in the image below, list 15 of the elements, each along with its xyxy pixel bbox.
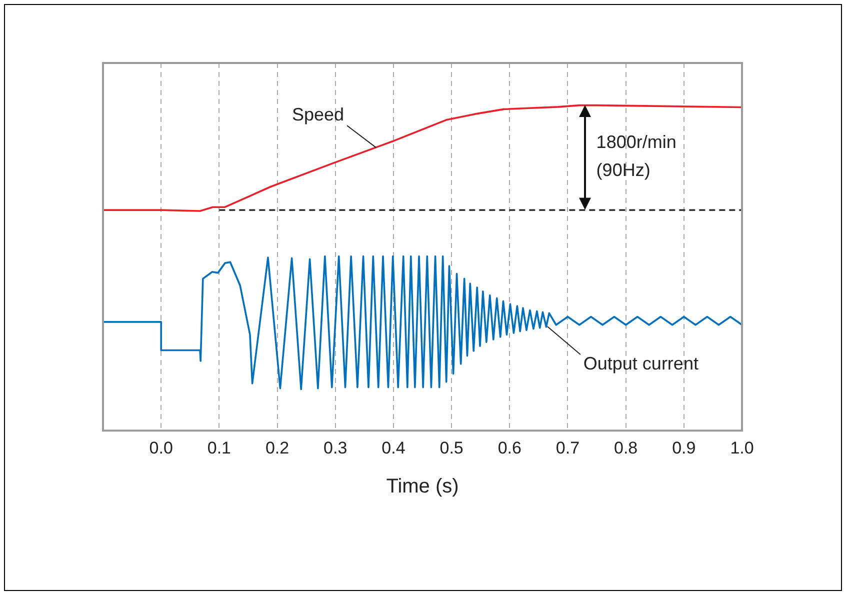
x-tick-label: 0.3: [324, 438, 348, 458]
annotation: 1800r/min (90Hz): [596, 132, 676, 180]
x-tick-label: 0.0: [149, 438, 173, 458]
x-tick-label: 0.9: [672, 438, 696, 458]
x-axis-title: Time (s): [386, 476, 459, 498]
annotation: Speed: [292, 104, 344, 125]
x-tick-label: 0.4: [382, 438, 406, 458]
annotation: Output current: [583, 353, 698, 374]
x-tick-label: 0.5: [440, 438, 464, 458]
x-tick-label: 0.6: [498, 438, 522, 458]
x-tick-label: 0.7: [556, 438, 580, 458]
x-tick-label: 0.2: [265, 438, 290, 458]
x-tick-label: 0.8: [614, 438, 638, 458]
x-tick-label: 1.0: [730, 438, 754, 458]
x-tick-label: 0.1: [207, 438, 231, 458]
